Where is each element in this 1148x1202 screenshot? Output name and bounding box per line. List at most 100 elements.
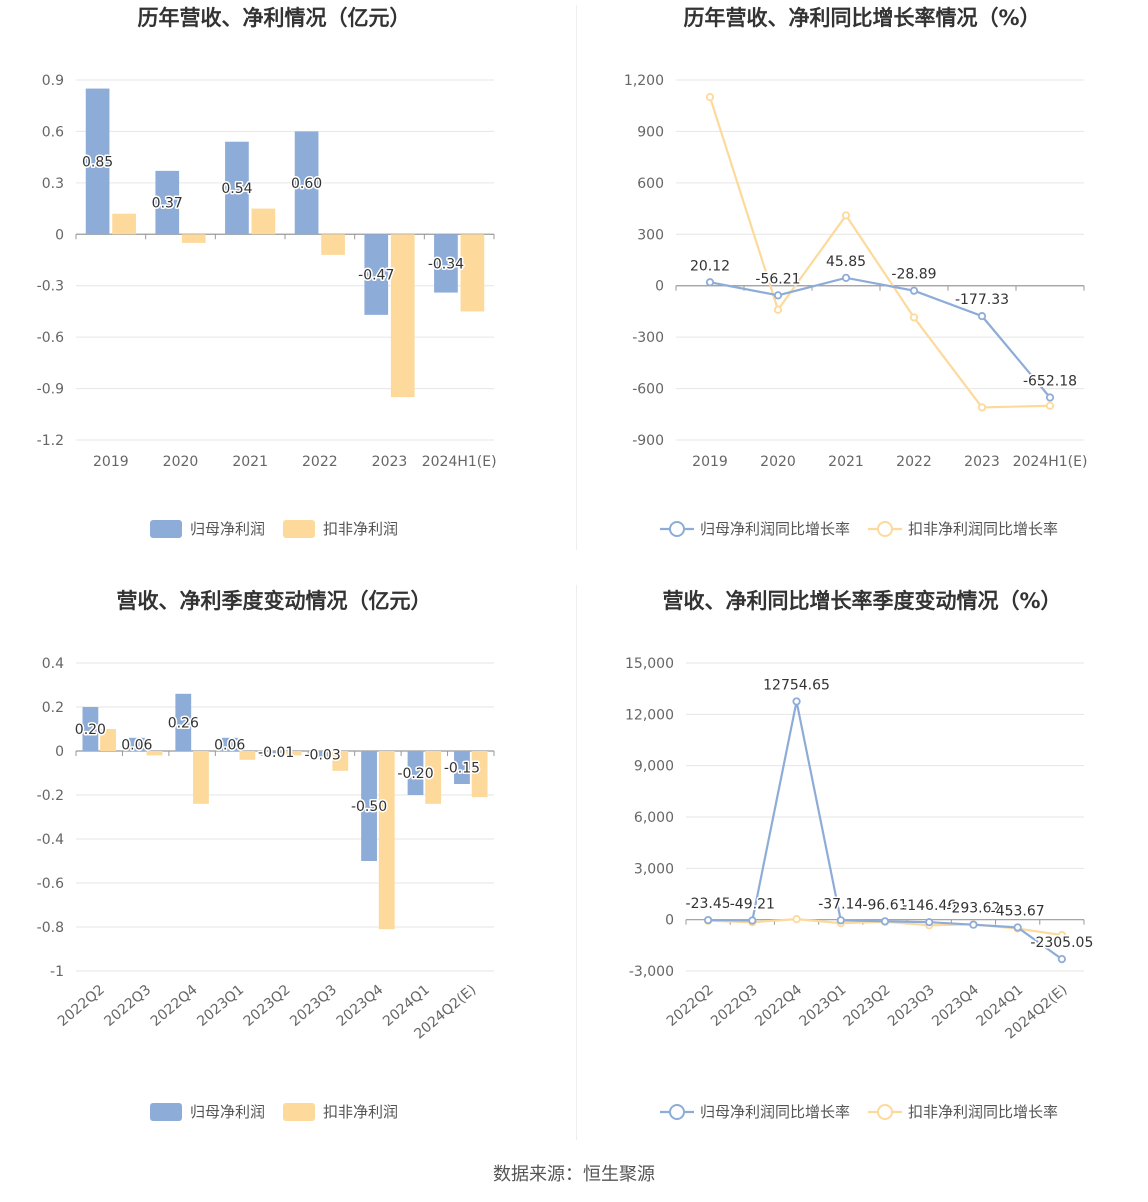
y-tick-label: 0 bbox=[55, 744, 64, 760]
c1-svg: 历年营收、净利情况（亿元） 0.9 0.6 0.3 0 -0.3 -0.6 -0.9 -1.2 2… bbox=[37, 6, 497, 538]
data-label: 20.12 bbox=[690, 258, 730, 274]
legend-label[interactable]: 归母净利润同比增长率 bbox=[700, 520, 850, 538]
x-tick-label: 2020 bbox=[760, 454, 796, 470]
series-point bbox=[841, 211, 851, 220]
annual-profit-chart: 历年营收、净利情况（亿元） 0.9 0.6 0.3 0 -0.3 -0.6 -0.9 -1.2 2… bbox=[0, 0, 574, 583]
x-tick-label: 2019 bbox=[692, 454, 728, 470]
data-label: -49.21 bbox=[730, 897, 775, 913]
bar-net-profit bbox=[175, 693, 192, 751]
annual-growth-chart: 历年营收、净利同比增长率情况（%） 1,200 900 600 300 0 -300 -600… bbox=[574, 0, 1148, 583]
bar-net-profit bbox=[225, 141, 249, 235]
data-label: 0.54 bbox=[221, 181, 252, 197]
bar-adjusted-profit bbox=[251, 208, 276, 235]
y-tick-label: 0.2 bbox=[42, 700, 64, 716]
legend-swatch[interactable] bbox=[150, 520, 182, 538]
data-label: -56.21 bbox=[755, 271, 800, 287]
y-tick-label: 3,000 bbox=[634, 861, 674, 877]
data-label: 0.26 bbox=[168, 715, 199, 731]
bar-adjusted-profit bbox=[100, 729, 116, 751]
bar-net-profit bbox=[85, 88, 110, 235]
legend-label[interactable]: 归母净利润 bbox=[190, 520, 265, 538]
x-tick-label: 2023Q3 bbox=[287, 982, 340, 1030]
y-tick-label: 0 bbox=[655, 279, 664, 295]
series-line-adjusted-profit-growth bbox=[708, 96, 1051, 409]
bar-net-profit bbox=[364, 234, 389, 315]
y-tick-label: -0.6 bbox=[37, 330, 64, 346]
series-point bbox=[1013, 923, 1022, 932]
legend-label[interactable]: 扣非净利润同比增长率 bbox=[908, 520, 1058, 538]
data-label: 0.85 bbox=[82, 154, 113, 170]
series-point bbox=[909, 286, 919, 295]
y-tick-label: -0.9 bbox=[37, 382, 64, 398]
legend-label[interactable]: 扣非净利润同比增长率 bbox=[908, 1103, 1058, 1121]
x-tick-label: 2021 bbox=[828, 454, 864, 470]
data-label: -37.14 bbox=[818, 896, 863, 912]
c4-svg: 营收、净利同比增长率季度变动情况（%） 15,000 12,000 9,000 6,00… bbox=[625, 589, 1095, 1121]
data-label: -0.20 bbox=[397, 766, 433, 782]
legend-swatch[interactable] bbox=[150, 1103, 182, 1121]
y-tick-label: -300 bbox=[632, 330, 664, 346]
legend-marker-icon[interactable] bbox=[877, 521, 893, 537]
legend-label[interactable]: 归母净利润 bbox=[190, 1103, 265, 1121]
chart-title: 营收、净利同比增长率季度变动情况（%） bbox=[662, 589, 1061, 613]
bar-net-profit bbox=[361, 751, 377, 861]
data-label: -146.46 bbox=[902, 898, 956, 914]
chart-title: 历年营收、净利同比增长率情况（%） bbox=[683, 6, 1040, 30]
bar-net-profit bbox=[221, 737, 238, 751]
series-point bbox=[704, 915, 713, 925]
y-tick-label: 0 bbox=[665, 913, 674, 929]
y-tick-label: 6,000 bbox=[634, 810, 674, 826]
x-tick-label: 2020 bbox=[163, 454, 199, 470]
y-tick-label: -3,000 bbox=[629, 964, 674, 980]
data-label: -293.62 bbox=[946, 901, 1000, 917]
x-tick-label: 2023Q1 bbox=[194, 982, 247, 1030]
series-point bbox=[909, 313, 919, 322]
series-point bbox=[705, 278, 715, 287]
legend-label[interactable]: 扣非净利润 bbox=[323, 520, 398, 538]
data-label: -2305.05 bbox=[1030, 935, 1093, 951]
data-label: 0.20 bbox=[75, 722, 106, 738]
x-tick-label: 2022Q4 bbox=[752, 982, 805, 1030]
legend-marker-icon[interactable] bbox=[669, 521, 685, 537]
bar-net-profit bbox=[454, 751, 470, 784]
data-label: -28.89 bbox=[891, 267, 936, 283]
data-label: -0.15 bbox=[444, 761, 480, 777]
legend-marker-icon[interactable] bbox=[877, 1104, 893, 1120]
series-point bbox=[1057, 955, 1066, 964]
bar-adjusted-profit bbox=[332, 751, 349, 771]
series-point bbox=[880, 917, 890, 926]
data-label: 0.37 bbox=[152, 196, 183, 212]
divider-bottom bbox=[576, 585, 577, 1140]
y-tick-label: -600 bbox=[632, 382, 664, 398]
y-tick-label: 900 bbox=[637, 124, 664, 140]
series-point bbox=[977, 403, 987, 412]
bar-adjusted-profit bbox=[471, 751, 488, 798]
legend-swatch[interactable] bbox=[283, 1103, 315, 1121]
data-label: -0.47 bbox=[358, 268, 394, 284]
y-tick-label: 0 bbox=[55, 227, 64, 243]
data-label: 45.85 bbox=[826, 254, 866, 270]
divider-top bbox=[576, 5, 577, 550]
bar-net-profit bbox=[434, 234, 458, 293]
series-point bbox=[1045, 401, 1055, 410]
x-tick-label: 2023 bbox=[372, 454, 408, 470]
x-tick-label: 2022Q3 bbox=[708, 982, 761, 1030]
data-label: -0.34 bbox=[428, 256, 464, 272]
x-tick-label: 2024H1(E) bbox=[1013, 454, 1088, 470]
data-label: -0.01 bbox=[258, 745, 294, 761]
y-tick-label: -0.8 bbox=[37, 920, 64, 936]
legend-label[interactable]: 扣非净利润 bbox=[323, 1103, 398, 1121]
x-tick-label: 2023Q1 bbox=[797, 982, 850, 1030]
legend-swatch[interactable] bbox=[283, 520, 315, 538]
x-tick-label: 2023Q4 bbox=[334, 982, 387, 1030]
x-tick-label: 2023 bbox=[964, 454, 1000, 470]
series-point bbox=[748, 916, 757, 925]
x-tick-label: 2024H1(E) bbox=[422, 454, 497, 470]
bar-adjusted-profit bbox=[146, 751, 163, 756]
quarterly-growth-chart: 营收、净利同比增长率季度变动情况（%） 15,000 12,000 9,000 6,00… bbox=[574, 583, 1148, 1166]
bar-adjusted-profit bbox=[321, 234, 345, 255]
x-tick-label: 2022Q3 bbox=[101, 982, 154, 1030]
data-label: -177.33 bbox=[955, 292, 1009, 308]
legend-marker-icon[interactable] bbox=[669, 1104, 685, 1120]
legend-label[interactable]: 归母净利润同比增长率 bbox=[700, 1103, 850, 1121]
